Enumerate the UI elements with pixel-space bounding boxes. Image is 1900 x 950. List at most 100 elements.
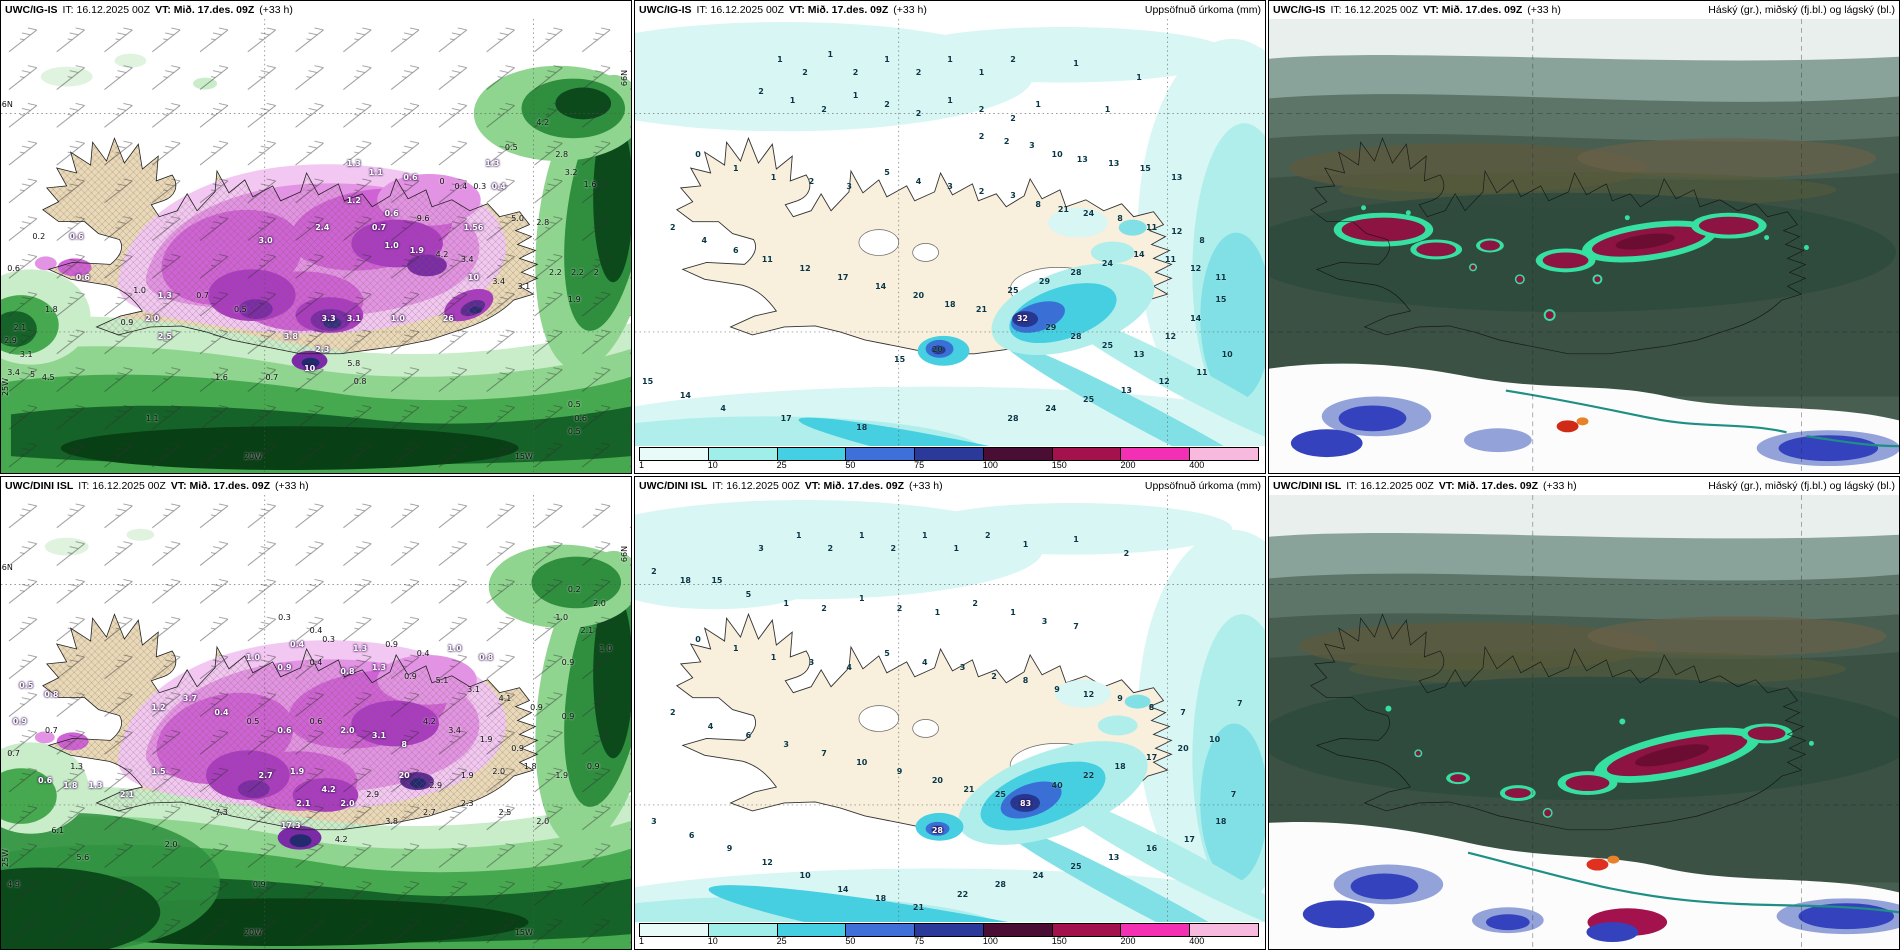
map-value-label: 0.7 <box>371 222 387 232</box>
map-value-label: 0.4 <box>214 707 229 717</box>
panel-header: UWC/DINI ISL IT: 16.12.2025 00Z VT: Mið.… <box>635 477 1265 495</box>
map-value-label: 3 <box>651 816 657 826</box>
map-value-label: 12 <box>761 857 773 867</box>
map-value-label: 2.9 <box>429 780 443 790</box>
map-value-label: 1 <box>852 91 859 101</box>
scalebar-segment: 100 <box>983 924 1053 946</box>
map-value-label: 25 <box>1083 395 1095 405</box>
map-value-label: 66N <box>1 562 13 572</box>
wind-precip-map-svg <box>1 19 631 473</box>
map-value-label: 32 <box>1016 313 1029 323</box>
map-value-label: 0.9 <box>530 703 543 713</box>
map-value-label: 2.2 <box>549 268 562 278</box>
map-value-label: 18 <box>875 894 887 904</box>
map-value-label: 2 <box>651 567 657 577</box>
map-value-label: 14 <box>875 281 887 291</box>
map-value-label: 4.2 <box>435 250 449 260</box>
scalebar-value: 200 <box>1120 460 1136 470</box>
valid-time: VT: Mið. 17.des. 09Z <box>155 4 255 16</box>
map-value-label: 21 <box>975 304 988 314</box>
map-value-label: 0.5 <box>567 427 581 437</box>
map-value-label: 0.9 <box>404 671 417 681</box>
map-value-label: 2.8 <box>536 218 550 228</box>
map-value-label: 1 <box>770 653 777 663</box>
map-value-label: 2 <box>890 544 897 554</box>
map-value-label: 0.4 <box>454 181 468 191</box>
map-value-label: 2.0 <box>164 839 178 849</box>
map-value-label: 3 <box>1041 617 1048 627</box>
map-value-label: 21 <box>963 785 975 795</box>
panel-header: UWC/DINI ISL IT: 16.12.2025 00Z VT: Mið.… <box>1269 477 1899 495</box>
map-value-label: 1.9 <box>460 771 474 781</box>
scalebar-value: 1 <box>639 460 645 470</box>
map-value-label: 10 <box>1209 735 1221 745</box>
map-value-label: 17 <box>837 272 849 282</box>
map-value-label: 17 <box>1146 753 1158 763</box>
map-value-label: 1 <box>978 68 985 78</box>
map-value-label: 1 <box>1073 535 1079 545</box>
map-value-label: 2 <box>670 222 676 232</box>
map-value-label: 2.3 <box>460 798 474 808</box>
precip-scalebar: 1 10 25 50 75 100 150 200 400 <box>639 923 1259 946</box>
map-value-label: 2 <box>896 603 903 613</box>
map-value-label: 5.6 <box>76 853 90 863</box>
panel-igis-clouds: UWC/IG-IS IT: 16.12.2025 00Z VT: Mið. 17… <box>1268 0 1900 474</box>
map-value-label: 0.4 <box>416 648 430 658</box>
map-value-label: 20 <box>912 290 925 300</box>
model-name: UWC/DINI ISL <box>639 480 708 492</box>
panel-dini-clouds: UWC/DINI ISL IT: 16.12.2025 00Z VT: Mið.… <box>1268 476 1900 950</box>
coastline <box>1310 613 1807 831</box>
map-value-label: 7 <box>1073 621 1079 631</box>
graticule <box>635 19 1265 473</box>
map-value-label: 11 <box>1146 222 1158 232</box>
map-value-label: 20 <box>1177 744 1189 754</box>
map-value-label: 0.9 <box>252 880 266 890</box>
map-value-label: 24 <box>1032 871 1044 881</box>
map-value-label: 1 <box>1104 104 1111 114</box>
map-value-label: 1 <box>796 530 802 540</box>
scalebar-segment: 200 <box>1120 924 1191 946</box>
map-value-label: 15 <box>894 354 906 364</box>
map-value-label: 0.4 <box>491 181 506 191</box>
map-value-label: 2 <box>1010 54 1016 64</box>
map-value-label: 12 <box>1164 331 1177 341</box>
map-value-label: 0.7 <box>45 726 58 736</box>
map-value-label: 1.5 <box>151 766 166 776</box>
map-value-label: 0.6 <box>574 413 587 423</box>
scalebar-segment: 50 <box>845 448 916 470</box>
scalebar-value: 25 <box>776 460 787 470</box>
init-time: IT: 16.12.2025 00Z <box>696 4 785 16</box>
map-value-label: 3.1 <box>371 730 387 740</box>
scalebar-segment: 200 <box>1120 448 1191 470</box>
scalebar-segment: 10 <box>708 924 778 946</box>
map-value-label: 0.7 <box>7 748 20 758</box>
map-value-label: 0.7 <box>196 290 209 300</box>
map-value-label: 17.3 <box>280 821 301 831</box>
map-value-label: 29 <box>1038 277 1051 287</box>
scalebar-segment: 150 <box>1052 448 1122 470</box>
graticule <box>1269 495 1899 949</box>
map-value-label: 11 <box>1164 254 1177 264</box>
map-value-label: 22 <box>957 889 969 899</box>
map-value-label: 8 <box>1148 703 1155 713</box>
map-value-label: 13 <box>1133 349 1145 359</box>
panel-igis-accum-precip: UWC/IG-IS IT: 16.12.2025 00Z VT: Mið. 17… <box>634 0 1266 474</box>
panel-title: Uppsöfnuð úrkoma (mm) <box>1144 4 1261 16</box>
coastline <box>1310 137 1807 355</box>
scalebar-value: 150 <box>1051 460 1067 470</box>
map-value-label: 1.9 <box>290 766 305 776</box>
panel-header: UWC/IG-IS IT: 16.12.2025 00Z VT: Mið. 17… <box>635 1 1265 19</box>
map-value-label: 17 <box>780 413 792 423</box>
map-value-label: 2 <box>821 603 827 613</box>
map-value-label: 2.9 <box>4 336 17 346</box>
map-value-label: 1 <box>783 598 789 608</box>
map-value-label: 1 <box>789 95 796 105</box>
map-value-label: 0.9 <box>511 744 524 754</box>
map-value-label: 1.0 <box>447 644 462 654</box>
map-value-label: 2.0 <box>536 816 550 826</box>
lead-time: (+33 h) <box>893 4 927 16</box>
map-value-label: 2 <box>972 598 978 608</box>
map-value-label: 2.0 <box>340 798 355 808</box>
map-value-label: 10 <box>1221 349 1233 359</box>
